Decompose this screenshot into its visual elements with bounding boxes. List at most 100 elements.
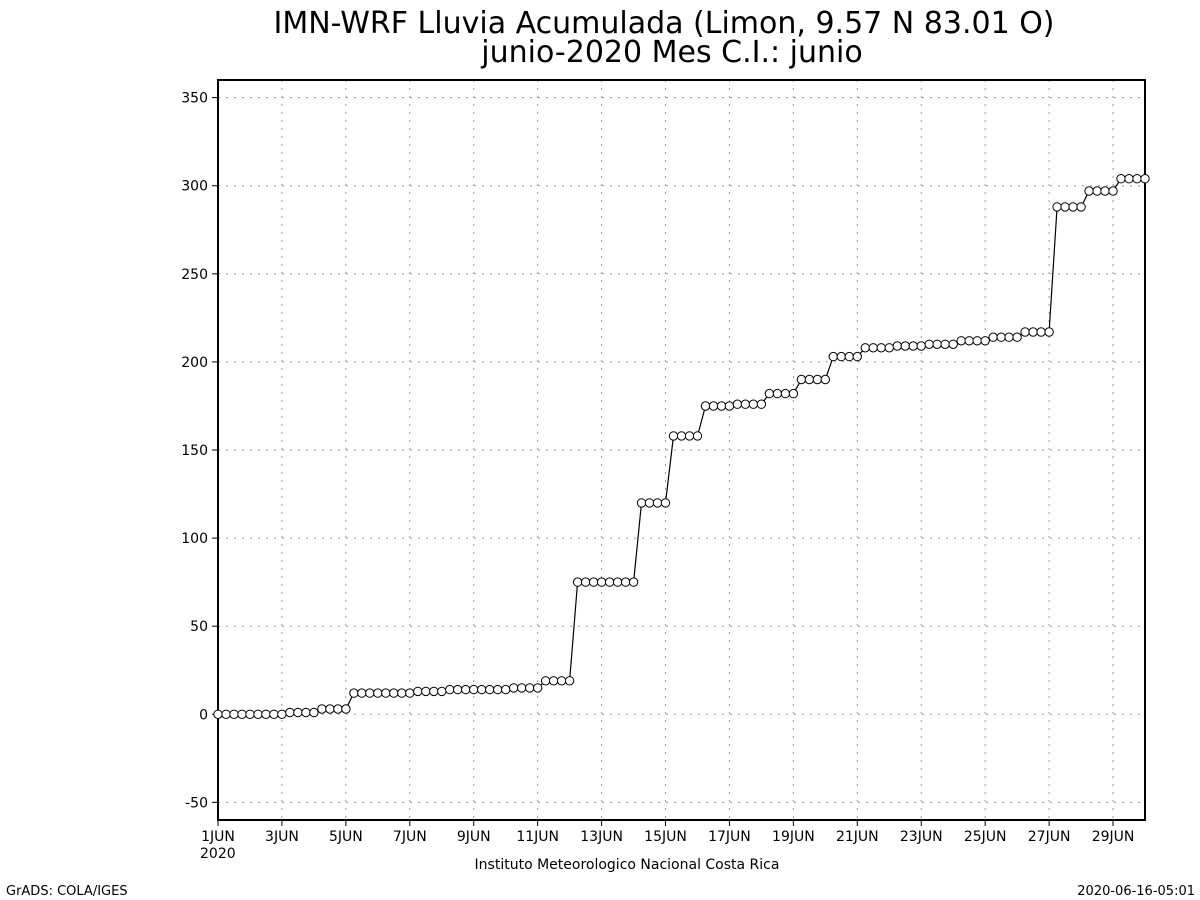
data-point [1100,186,1110,196]
data-point [700,401,711,411]
data-point [908,341,918,351]
x-tick-label: 25JUN [964,829,1007,845]
data-point [604,577,615,587]
x-tick-label: 15JUN [644,829,687,845]
data-point [708,401,719,411]
data-point [924,339,934,349]
data-point [317,704,327,714]
data-point [980,336,990,346]
data-point [636,498,647,508]
x-tick-label: 19JUN [772,829,815,845]
data-point [892,341,902,351]
x-tick-label: 11JUN [516,829,559,845]
data-point [293,707,303,718]
data-point [421,686,431,697]
x-tick-label: 29JUN [1092,829,1135,845]
data-point [628,577,639,587]
data-point [437,686,447,697]
x-tick-label: 17JUN [708,829,751,845]
data-point [1012,332,1022,342]
data-point [716,401,727,411]
x-tick-label: 21JUN [836,829,879,845]
series-layer [213,174,1150,719]
data-point [349,688,359,698]
data-point [748,399,759,409]
data-point [1092,186,1102,196]
data-point [533,683,543,693]
data-point [876,343,886,353]
x-tick-label: 13JUN [580,829,623,845]
x-tick-label: 27JUN [1028,829,1071,845]
y-tick-label: -50 [185,795,208,811]
x-tick-label: 3JUN [265,829,299,845]
data-point [812,374,823,385]
data-point [1060,202,1070,212]
data-point [333,704,343,714]
data-point [588,577,599,587]
data-point [724,401,735,411]
data-point [556,676,567,686]
data-point [964,336,974,346]
data-point [780,388,791,399]
data-point [237,709,247,719]
data-point [860,343,870,353]
chart-subtitle: junio-2020 Mes C.I.: junio [480,35,862,70]
data-point [373,688,383,698]
data-point [956,336,966,346]
data-point [764,388,775,399]
data-point [852,351,862,362]
data-point [1116,174,1126,184]
data-point [1132,174,1142,184]
data-point [485,684,495,695]
x-tick-label: 7JUN [393,829,427,845]
data-point [732,399,743,409]
data-point [540,676,551,686]
data-point [229,709,239,719]
footer-left: GrADS: COLA/IGES [6,884,128,899]
data-point [676,431,687,441]
data-point [756,399,767,409]
data-point [461,684,471,695]
data-point [389,688,399,698]
data-point [469,684,479,695]
data-point [453,684,463,695]
data-point [269,709,279,719]
data-point [445,684,455,695]
data-point [1028,327,1038,337]
data-point [844,351,854,362]
data-point [501,684,511,695]
data-point [684,431,695,441]
data-point [405,688,415,698]
data-point [564,676,575,686]
y-tick-label: 150 [181,443,208,459]
data-point [1140,174,1150,184]
data-point [692,431,703,441]
data-point [884,343,894,353]
data-point [596,577,607,587]
data-point [301,707,311,718]
data-point [1052,202,1062,212]
data-point [1036,327,1046,337]
data-point [580,577,591,587]
data-point [285,707,295,718]
data-point [788,388,799,399]
data-point [1020,327,1030,337]
data-point [804,374,815,385]
data-point [1124,174,1134,184]
grid-lines [217,80,1145,820]
y-tick-label: 300 [181,179,208,195]
data-point [772,388,783,399]
data-point [397,688,407,698]
data-point [828,351,838,362]
institution-label: Instituto Meteorologico Nacional Costa R… [475,857,780,873]
data-point [525,683,535,693]
data-point [413,686,423,697]
data-point [932,339,942,349]
data-point [517,683,527,693]
data-point [988,332,998,342]
data-point [996,332,1006,342]
x-tick-label: 5JUN [329,829,363,845]
series-line [218,178,1145,715]
data-point [1076,202,1086,212]
